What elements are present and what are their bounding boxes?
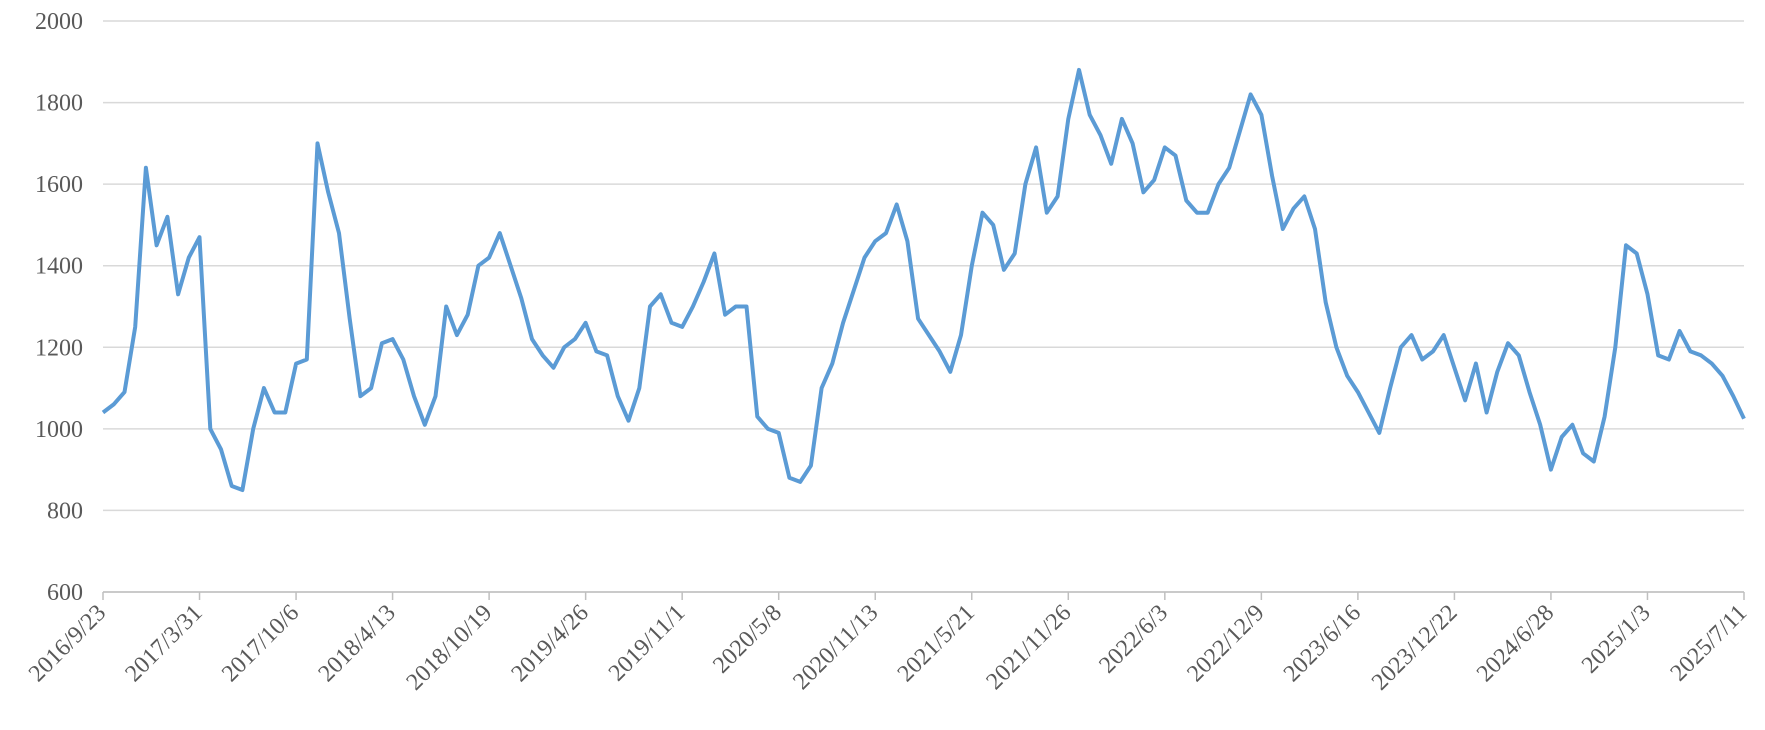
x-tick-label: 2023/12/22 [1367, 600, 1463, 696]
x-tick-label: 2025/1/3 [1577, 600, 1656, 679]
y-tick-label: 1600 [35, 172, 83, 198]
y-tick-label: 1400 [35, 254, 83, 280]
x-tick-label: 2019/11/1 [604, 600, 691, 687]
x-tick-label: 2017/10/6 [217, 600, 304, 687]
line-series [101, 67, 1746, 492]
x-tick-label: 2021/5/21 [893, 600, 980, 687]
x-tick-label: 2020/5/8 [708, 600, 787, 679]
x-tick-label: 2017/3/31 [121, 600, 208, 687]
x-tick-label: 2025/7/11 [1666, 600, 1753, 687]
y-tick-label: 1200 [35, 335, 83, 361]
x-tick-label: 2018/10/19 [402, 600, 498, 696]
y-tick-label: 600 [47, 580, 83, 606]
x-tick-label: 2024/6/28 [1472, 600, 1559, 687]
x-tick-label: 2022/6/3 [1094, 600, 1173, 679]
y-tick-label: 800 [47, 498, 83, 524]
y-tick-label: 2000 [35, 9, 83, 35]
x-tick-label: 2018/4/13 [314, 600, 401, 687]
x-tick-label: 2016/9/23 [24, 600, 111, 687]
x-tick-label: 2023/6/16 [1279, 600, 1366, 687]
x-tick-label: 2020/11/13 [788, 600, 883, 695]
x-tick-label: 2022/12/9 [1182, 600, 1269, 687]
y-tick-label: 1000 [35, 417, 83, 443]
x-tick-label: 2019/4/26 [507, 600, 594, 687]
x-tick-label: 2021/11/26 [981, 600, 1076, 695]
y-tick-label: 1800 [35, 91, 83, 117]
